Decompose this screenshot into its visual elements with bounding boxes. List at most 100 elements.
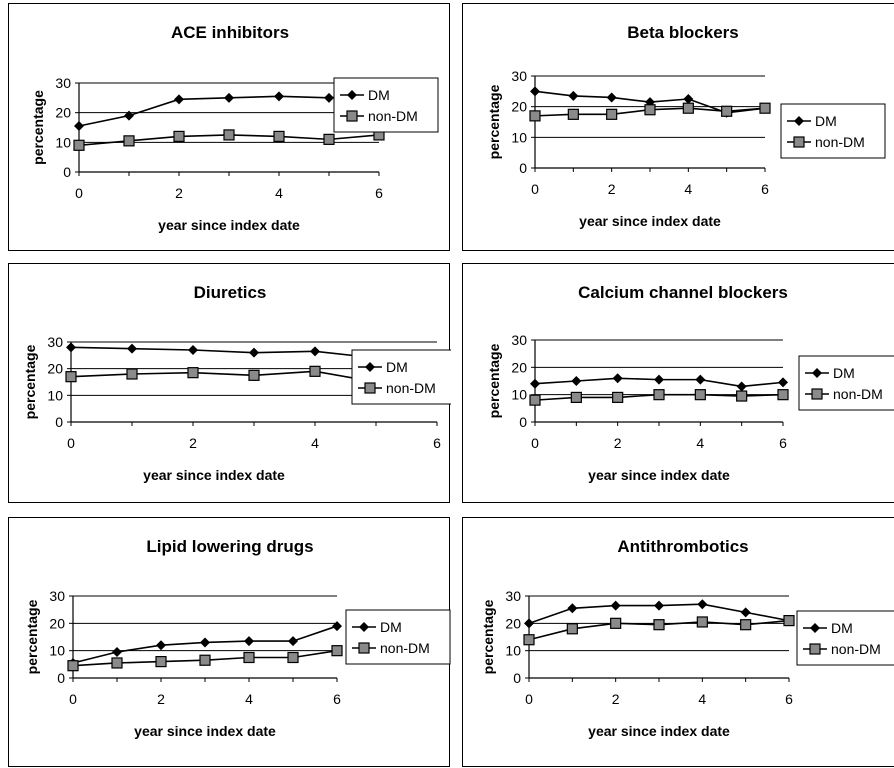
chart-title: Beta blockers bbox=[627, 23, 739, 42]
data-point-diamond bbox=[244, 636, 254, 647]
data-point-square bbox=[248, 369, 260, 381]
y-tick-label: 10 bbox=[511, 129, 527, 145]
legend-label: DM bbox=[831, 620, 853, 636]
y-tick-label: 10 bbox=[47, 387, 63, 403]
y-axis-label: percentage bbox=[22, 344, 38, 419]
data-point-diamond bbox=[697, 599, 708, 610]
legend-label: non-DM bbox=[368, 108, 418, 124]
legend-box bbox=[780, 103, 886, 159]
y-tick-label: 0 bbox=[519, 160, 527, 176]
x-tick-label: 0 bbox=[531, 435, 539, 451]
data-point-square bbox=[529, 110, 541, 122]
data-point-square bbox=[721, 105, 733, 117]
data-point-square bbox=[243, 651, 255, 664]
data-point-square bbox=[123, 135, 135, 147]
data-point-diamond bbox=[249, 347, 259, 358]
x-axis-label: year since index date bbox=[158, 217, 300, 233]
data-point-square bbox=[610, 617, 622, 629]
x-tick-label: 6 bbox=[785, 691, 793, 707]
data-point-diamond bbox=[156, 640, 166, 651]
x-tick-label: 4 bbox=[698, 691, 706, 707]
data-point-square bbox=[346, 110, 358, 122]
chart-svg: Antithrombotics 0 10 20 30 0 2 4 6 year since ind… bbox=[480, 537, 894, 739]
legend-label: DM bbox=[815, 113, 837, 129]
chart-panel-ace-inhibitors: ACE inhibitors 0 10 20 30 0 2 4 6 year since inde… bbox=[8, 3, 450, 251]
data-point-square bbox=[566, 623, 578, 635]
x-tick-label: 6 bbox=[761, 181, 769, 197]
data-point-diamond bbox=[365, 362, 375, 372]
y-tick-label: 10 bbox=[511, 387, 527, 403]
data-point-diamond bbox=[200, 637, 210, 648]
data-point-square bbox=[606, 108, 618, 120]
x-tick-label: 0 bbox=[525, 691, 533, 707]
data-point-diamond bbox=[288, 636, 298, 647]
data-point-square bbox=[126, 368, 138, 380]
data-point-diamond bbox=[274, 91, 284, 102]
y-tick-label: 0 bbox=[519, 414, 527, 430]
y-tick-label: 10 bbox=[49, 643, 65, 659]
y-tick-label: 20 bbox=[47, 361, 63, 377]
chart-title: Diuretics bbox=[194, 283, 267, 302]
x-tick-label: 6 bbox=[333, 691, 341, 707]
legend-box bbox=[798, 355, 894, 411]
data-point-square bbox=[696, 616, 708, 628]
data-point-diamond bbox=[112, 647, 122, 658]
data-point-square bbox=[67, 660, 79, 672]
data-point-diamond bbox=[571, 376, 582, 386]
y-tick-label: 30 bbox=[511, 68, 527, 84]
chart-title: Calcium channel blockers bbox=[578, 283, 788, 302]
legend-label: non-DM bbox=[380, 640, 430, 656]
x-axis-label: year since index date bbox=[588, 723, 730, 739]
y-axis-label: percentage bbox=[486, 84, 502, 159]
chart-panel-lipid-lowering-drugs: Lipid lowering drugs 0 10 20 30 0 2 4 6 year sinc… bbox=[8, 517, 451, 767]
x-tick-label: 6 bbox=[433, 435, 441, 451]
data-point-square bbox=[358, 642, 370, 654]
data-point-square bbox=[199, 654, 211, 666]
data-point-square bbox=[331, 645, 343, 657]
x-tick-label: 4 bbox=[696, 435, 704, 451]
x-tick-label: 4 bbox=[275, 185, 283, 201]
data-point-square bbox=[65, 371, 77, 383]
data-point-diamond bbox=[606, 92, 617, 103]
x-tick-label: 2 bbox=[612, 691, 620, 707]
legend-label: DM bbox=[368, 87, 390, 103]
data-point-square bbox=[793, 136, 805, 148]
data-point-square bbox=[187, 367, 199, 379]
data-point-square bbox=[694, 389, 706, 401]
data-point-square bbox=[811, 388, 823, 400]
x-axis-label: year since index date bbox=[134, 723, 276, 739]
data-point-diamond bbox=[324, 92, 334, 103]
data-point-diamond bbox=[610, 600, 621, 611]
data-point-diamond bbox=[359, 622, 369, 632]
data-point-diamond bbox=[736, 381, 747, 392]
chart-svg: Lipid lowering drugs 0 10 20 30 0 2 4 6 year sinc… bbox=[24, 537, 451, 739]
y-axis-label: percentage bbox=[30, 90, 46, 165]
chart-svg: Diuretics 0 10 20 30 0 2 4 6 year since index dat… bbox=[22, 283, 451, 483]
chart-panel-antithrombotics: Antithrombotics 0 10 20 30 0 2 4 6 year since ind… bbox=[462, 517, 894, 767]
data-point-diamond bbox=[530, 378, 540, 389]
legend-label: non-DM bbox=[831, 641, 881, 657]
chart-panel-calcium-channel-blockers: Calcium channel blockers 0 10 20 30 0 2 4 6 year … bbox=[462, 263, 894, 503]
legend-box bbox=[345, 609, 451, 665]
legend-label: DM bbox=[380, 619, 402, 635]
data-point-diamond bbox=[524, 618, 534, 629]
legend-box bbox=[333, 77, 439, 133]
data-point-square bbox=[736, 390, 748, 402]
data-point-square bbox=[653, 619, 665, 631]
data-point-square bbox=[287, 651, 299, 664]
chart-svg: Beta blockers 0 10 20 30 0 2 4 6 year since index… bbox=[486, 23, 886, 229]
legend-label: DM bbox=[833, 365, 855, 381]
x-tick-label: 2 bbox=[608, 181, 616, 197]
data-point-diamond bbox=[310, 346, 320, 357]
data-point-square bbox=[323, 133, 335, 145]
y-axis-label: percentage bbox=[480, 599, 496, 674]
data-point-square bbox=[173, 130, 185, 143]
y-tick-label: 30 bbox=[505, 588, 521, 604]
y-tick-label: 0 bbox=[513, 670, 521, 686]
legend-label: non-DM bbox=[833, 386, 883, 402]
chart-title: Lipid lowering drugs bbox=[146, 537, 313, 556]
chart-title: ACE inhibitors bbox=[171, 23, 289, 42]
y-tick-label: 0 bbox=[57, 670, 65, 686]
data-point-square bbox=[223, 129, 235, 141]
x-tick-label: 0 bbox=[69, 691, 77, 707]
